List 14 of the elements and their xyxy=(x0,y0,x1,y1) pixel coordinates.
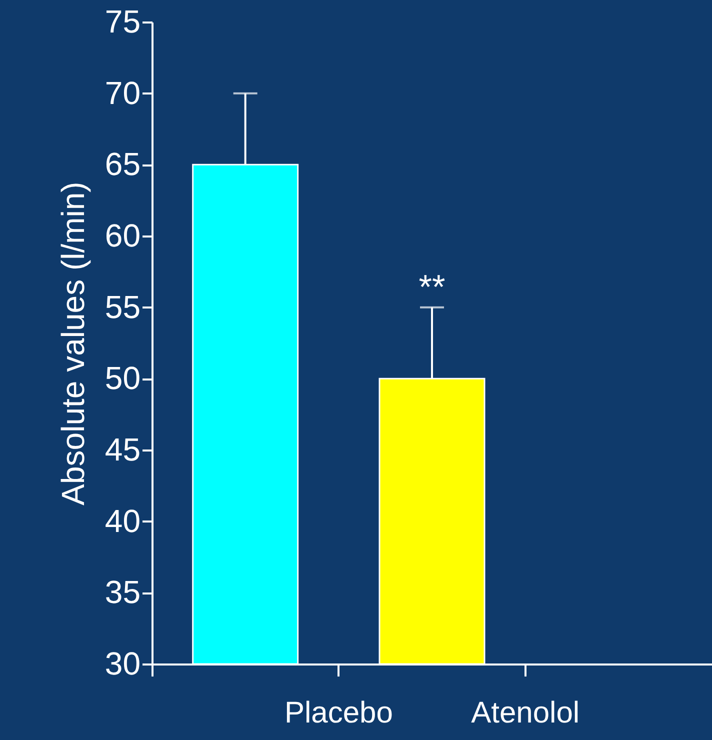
y-tick-label: 40 xyxy=(104,502,140,539)
y-tick-label: 30 xyxy=(104,646,140,682)
y-tick-label: 35 xyxy=(104,574,140,610)
y-tick-label: 45 xyxy=(104,432,140,468)
x-tick-label: Placebo xyxy=(284,696,393,730)
y-tick-label: 75 xyxy=(104,4,140,40)
x-tick-label: Atenolol xyxy=(471,696,580,730)
y-tick-label: 55 xyxy=(104,288,140,325)
annotation: ** xyxy=(418,268,446,306)
y-tick-label: 50 xyxy=(104,360,140,396)
y-tick-label: 60 xyxy=(104,218,140,254)
y-tick-label: 65 xyxy=(104,146,140,182)
y-axis-title: Absolute values (l/min) xyxy=(54,182,91,506)
y-tick-label: 70 xyxy=(104,74,140,111)
